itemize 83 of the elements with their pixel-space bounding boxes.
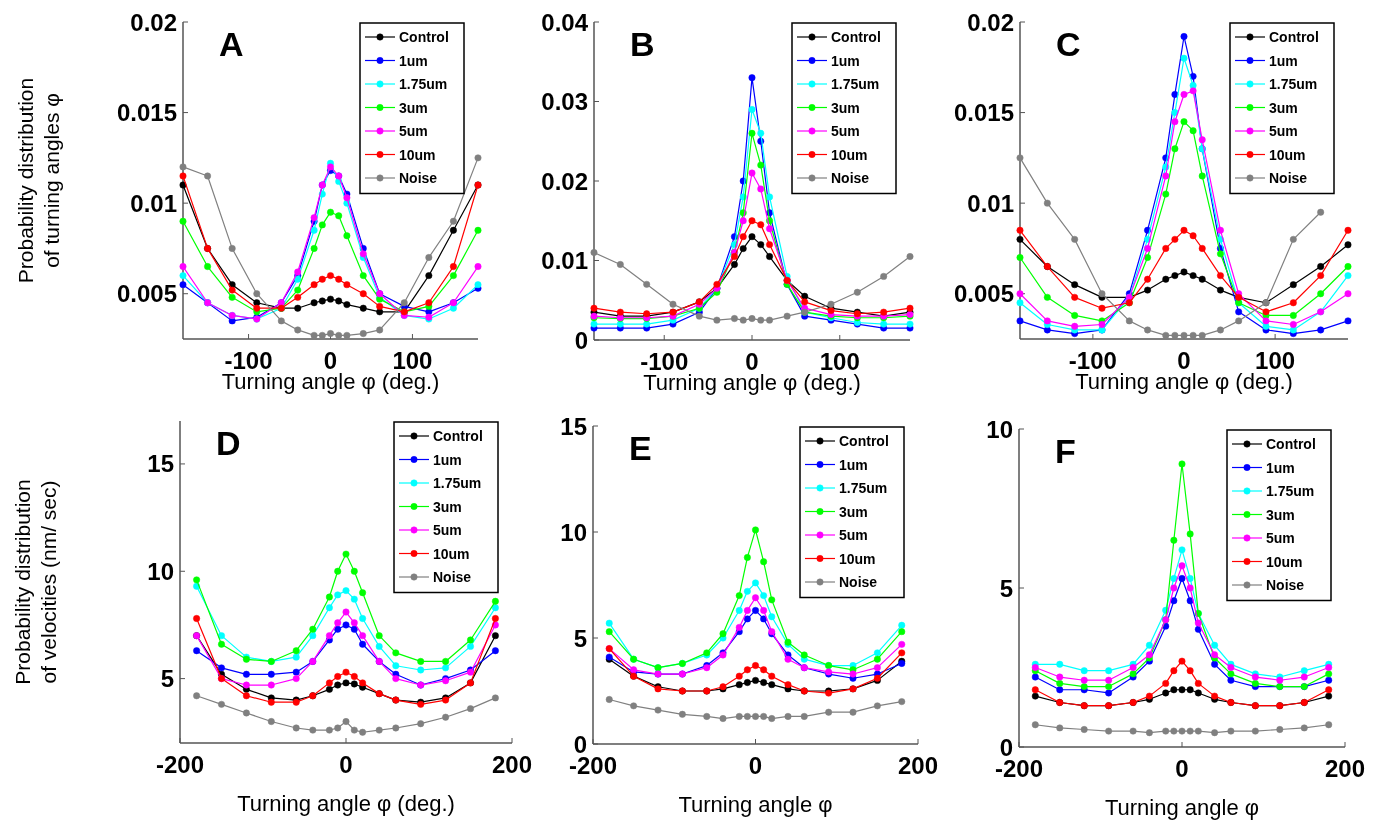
x-tick-label: 200 [897,751,939,779]
legend-label: 1um [1269,52,1298,69]
y-tick-label: 0.015 [116,99,177,127]
legend-label: 1.75um [1266,483,1315,499]
legend-label: Noise [839,574,878,590]
legend-label: Noise [433,569,472,585]
legend-label: 5um [839,527,868,543]
y-tick-label: 0.005 [116,280,177,308]
x-tick-label: 200 [1324,754,1366,782]
legend-label: 1.75um [433,475,482,491]
legend-label: 10um [831,146,868,163]
chart-title: A [219,25,244,63]
y-tick-label: 0.02 [541,167,588,195]
y-tick-label: 15 [147,450,174,478]
legend-label: 1.75um [831,76,880,92]
y-tick-label: 5 [999,574,1013,602]
legend-label: 1um [433,451,462,468]
y-tick-label: 0.02 [967,8,1014,36]
legend-label: Noise [1266,577,1305,593]
x-axis-title: Turning angle φ (deg.) [237,791,455,816]
x-axis-title: Turning angle φ [1104,795,1260,820]
x-tick-label: 200 [491,750,533,778]
legend-label: Control [831,29,881,45]
chart-title: C [1056,25,1081,63]
legend-label: 1um [399,52,428,69]
x-axis-title: Turning angle φ [678,792,833,817]
y-tick-label: 0.01 [967,189,1014,217]
legend-label: 1um [1266,459,1295,476]
legend-label: 1.75um [1269,76,1318,92]
x-tick-label: -200 [155,750,205,778]
y-tick-label: 15 [560,412,587,440]
x-tick-label: 0 [1175,754,1189,782]
chart-title: E [629,429,652,467]
legend-label: 10um [1266,553,1303,570]
legend-label: 1.75um [399,76,448,92]
y-tick-label: 0 [574,326,588,354]
y-tick-label: 0.03 [541,88,588,115]
legend-label: Control [1266,436,1316,452]
y-tick-label: 0.01 [130,189,177,217]
legend-label: 10um [839,550,876,567]
y-tick-label: 0 [573,730,587,758]
y-tick-label: 5 [573,624,587,652]
y-tick-label: 10 [560,518,587,546]
y-tick-label: 0.015 [953,99,1014,127]
chart-title: F [1055,432,1076,470]
y-tick-label: 0.02 [130,8,177,36]
legend-label: 3um [831,99,860,116]
legend-label: 5um [1269,123,1298,139]
y-tick-label: 0.005 [953,280,1014,308]
legend-label: 5um [433,522,462,538]
legend-label: Control [1269,29,1319,45]
y-tick-label: 0 [999,733,1013,761]
legend-label: 5um [399,123,428,139]
y-tick-label: 0.01 [541,247,588,274]
legend-label: 3um [433,498,462,515]
legend-label: 3um [1269,99,1298,116]
legend-label: 1um [831,52,860,69]
x-tick-label: 0 [339,750,353,778]
legend-label: Noise [399,170,438,186]
y-axis-title: Probability distribution of velocities (nm/ sec) [11,479,60,685]
legend-label: 3um [399,99,428,116]
x-tick-label: 0 [748,751,763,779]
y-tick-label: 5 [160,665,174,693]
y-axis-title: Probability distribution of turning angles φ [14,77,63,284]
legend-label: Noise [831,170,870,186]
legend-label: Control [433,428,483,444]
legend-label: 5um [1266,530,1295,546]
legend-label: 3um [839,503,868,520]
legend-label: Control [839,433,889,449]
legend-label: Noise [1269,170,1308,186]
legend-label: 10um [1269,146,1306,163]
legend-label: Control [399,29,449,45]
chart-title: D [216,424,241,462]
y-tick-label: 0.04 [541,8,589,36]
legend-label: 5um [831,123,860,139]
y-tick-label: 10 [147,557,174,585]
y-tick-label: 10 [986,415,1013,443]
legend-label: 10um [433,545,470,562]
legend-label: 10um [399,146,436,163]
legend-label: 3um [1266,506,1295,523]
legend-label: 1.75um [839,480,888,496]
chart-title: B [630,25,655,63]
legend-label: 1um [839,456,868,473]
